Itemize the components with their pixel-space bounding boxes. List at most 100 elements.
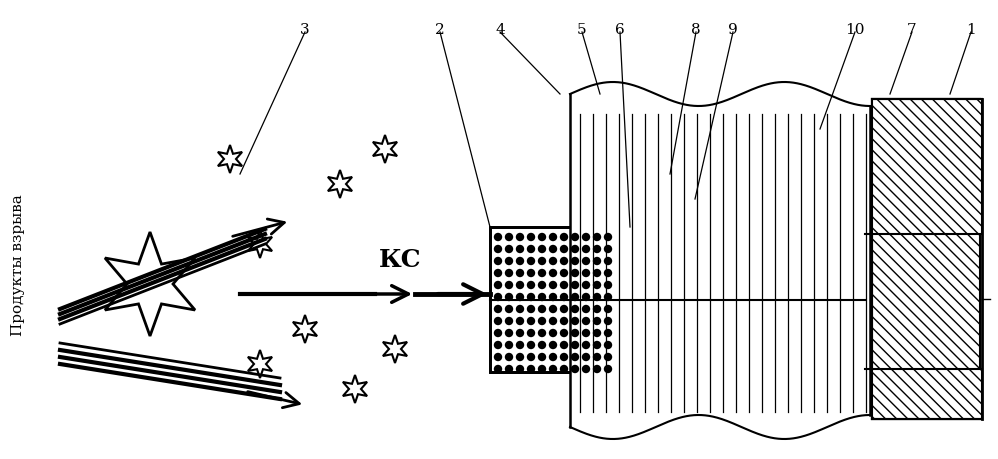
- Text: 5: 5: [577, 23, 587, 37]
- Text: 10: 10: [845, 23, 864, 37]
- Text: 1: 1: [966, 23, 976, 37]
- Circle shape: [561, 330, 568, 337]
- Circle shape: [550, 246, 557, 253]
- Polygon shape: [373, 136, 397, 164]
- Circle shape: [506, 282, 513, 289]
- Circle shape: [605, 342, 612, 349]
- Bar: [872, 369, 980, 419]
- Polygon shape: [328, 171, 352, 199]
- Circle shape: [583, 342, 590, 349]
- Circle shape: [550, 270, 557, 277]
- Circle shape: [572, 282, 579, 289]
- Circle shape: [594, 354, 601, 361]
- Circle shape: [572, 330, 579, 337]
- Bar: [570, 95, 870, 427]
- Circle shape: [572, 270, 579, 277]
- Circle shape: [561, 246, 568, 253]
- Circle shape: [506, 306, 513, 313]
- Circle shape: [506, 234, 513, 241]
- Circle shape: [594, 318, 601, 325]
- Circle shape: [494, 270, 502, 277]
- Circle shape: [539, 366, 546, 373]
- Bar: [490, 228, 865, 372]
- Circle shape: [539, 246, 546, 253]
- Polygon shape: [343, 375, 367, 403]
- Circle shape: [572, 318, 579, 325]
- Circle shape: [539, 354, 546, 361]
- Circle shape: [550, 330, 557, 337]
- Circle shape: [572, 354, 579, 361]
- Circle shape: [550, 234, 557, 241]
- Circle shape: [517, 342, 524, 349]
- Text: 2: 2: [435, 23, 445, 37]
- Circle shape: [494, 366, 502, 373]
- Circle shape: [539, 258, 546, 265]
- Circle shape: [561, 306, 568, 313]
- Circle shape: [528, 282, 535, 289]
- Circle shape: [605, 318, 612, 325]
- Circle shape: [517, 318, 524, 325]
- Bar: [490, 228, 622, 372]
- Circle shape: [494, 246, 502, 253]
- Circle shape: [561, 270, 568, 277]
- Circle shape: [583, 354, 590, 361]
- Circle shape: [528, 294, 535, 301]
- Circle shape: [594, 330, 601, 337]
- Circle shape: [550, 258, 557, 265]
- Circle shape: [594, 366, 601, 373]
- Circle shape: [494, 294, 502, 301]
- Polygon shape: [248, 350, 272, 378]
- Circle shape: [572, 366, 579, 373]
- Circle shape: [517, 258, 524, 265]
- Circle shape: [561, 282, 568, 289]
- Circle shape: [539, 342, 546, 349]
- Circle shape: [605, 258, 612, 265]
- Circle shape: [594, 306, 601, 313]
- Circle shape: [517, 234, 524, 241]
- Circle shape: [539, 282, 546, 289]
- Circle shape: [517, 294, 524, 301]
- Circle shape: [605, 294, 612, 301]
- Bar: [872, 100, 980, 235]
- Circle shape: [594, 246, 601, 253]
- Circle shape: [506, 270, 513, 277]
- Circle shape: [494, 354, 502, 361]
- Circle shape: [550, 354, 557, 361]
- Circle shape: [550, 366, 557, 373]
- Circle shape: [528, 354, 535, 361]
- Text: 8: 8: [692, 23, 701, 37]
- Text: Продукты взрыва: Продукты взрыва: [11, 194, 25, 335]
- Circle shape: [605, 246, 612, 253]
- Text: 6: 6: [615, 23, 625, 37]
- Circle shape: [561, 366, 568, 373]
- Circle shape: [550, 294, 557, 301]
- Circle shape: [550, 342, 557, 349]
- Polygon shape: [248, 230, 272, 258]
- Circle shape: [561, 318, 568, 325]
- Circle shape: [494, 330, 502, 337]
- Circle shape: [506, 330, 513, 337]
- Bar: [622, 228, 865, 372]
- Circle shape: [528, 318, 535, 325]
- Circle shape: [528, 246, 535, 253]
- Circle shape: [594, 282, 601, 289]
- Circle shape: [517, 354, 524, 361]
- Circle shape: [594, 258, 601, 265]
- Circle shape: [528, 270, 535, 277]
- Text: 3: 3: [300, 23, 309, 37]
- Circle shape: [517, 306, 524, 313]
- Circle shape: [561, 294, 568, 301]
- Circle shape: [506, 354, 513, 361]
- Circle shape: [594, 342, 601, 349]
- Circle shape: [605, 330, 612, 337]
- Circle shape: [494, 342, 502, 349]
- Circle shape: [528, 342, 535, 349]
- Circle shape: [517, 330, 524, 337]
- Circle shape: [528, 306, 535, 313]
- Circle shape: [583, 330, 590, 337]
- Circle shape: [506, 246, 513, 253]
- Circle shape: [517, 282, 524, 289]
- Polygon shape: [292, 315, 317, 343]
- Circle shape: [539, 270, 546, 277]
- Circle shape: [561, 354, 568, 361]
